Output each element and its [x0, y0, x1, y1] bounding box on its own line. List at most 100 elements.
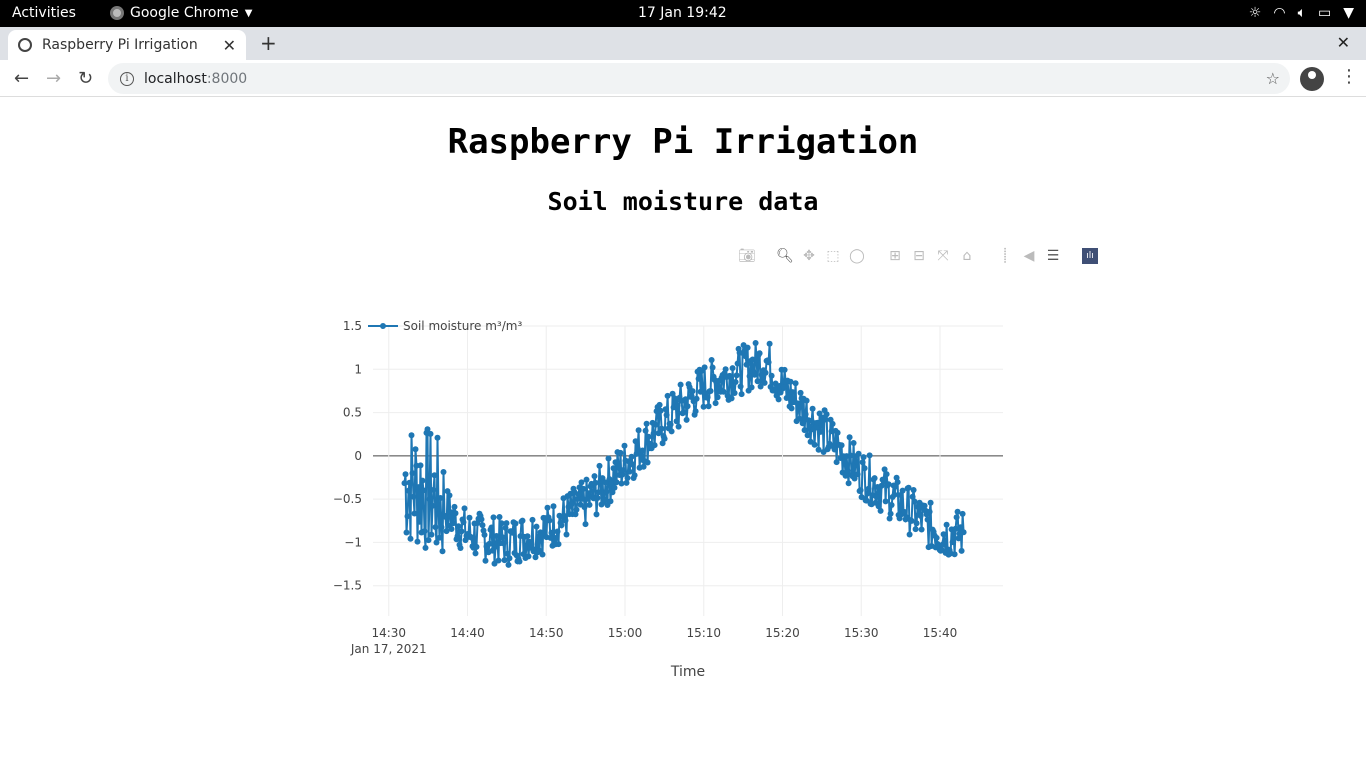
- data-point[interactable]: [645, 433, 652, 440]
- data-point[interactable]: [753, 356, 760, 363]
- data-point[interactable]: [714, 394, 721, 401]
- data-point[interactable]: [662, 406, 669, 413]
- data-point[interactable]: [796, 415, 803, 422]
- data-point[interactable]: [404, 513, 411, 520]
- info-icon[interactable]: i: [120, 71, 134, 86]
- data-point[interactable]: [539, 551, 546, 558]
- data-point[interactable]: [669, 390, 676, 397]
- data-point[interactable]: [439, 548, 446, 555]
- data-point[interactable]: [495, 557, 502, 564]
- data-point[interactable]: [455, 523, 462, 530]
- data-point[interactable]: [574, 496, 581, 502]
- data-point[interactable]: [704, 394, 711, 401]
- data-point[interactable]: [871, 475, 878, 482]
- data-point[interactable]: [910, 487, 917, 493]
- data-point[interactable]: [420, 487, 427, 494]
- data-point[interactable]: [775, 396, 782, 403]
- data-point[interactable]: [688, 393, 695, 399]
- data-point[interactable]: [594, 495, 601, 501]
- data-point[interactable]: [623, 479, 630, 486]
- data-point[interactable]: [501, 557, 508, 564]
- activities-button[interactable]: Activities: [12, 5, 76, 21]
- data-point[interactable]: [415, 484, 422, 491]
- data-point[interactable]: [432, 524, 439, 531]
- data-point[interactable]: [855, 450, 862, 457]
- data-point[interactable]: [601, 496, 608, 503]
- data-point[interactable]: [457, 545, 464, 551]
- data-point[interactable]: [490, 514, 497, 521]
- plotly-logo-icon[interactable]: ılı: [1082, 248, 1098, 264]
- data-point[interactable]: [789, 389, 796, 396]
- data-point[interactable]: [639, 447, 646, 454]
- data-point[interactable]: [558, 522, 565, 529]
- data-point[interactable]: [888, 502, 895, 508]
- data-point[interactable]: [410, 493, 417, 500]
- zoom-icon[interactable]: 🔍︎: [776, 248, 794, 264]
- lasso-select-icon[interactable]: ◯: [849, 248, 865, 264]
- data-point[interactable]: [434, 434, 441, 441]
- data-point[interactable]: [611, 484, 618, 491]
- data-point[interactable]: [877, 507, 884, 514]
- camera-icon[interactable]: 📷︎: [738, 248, 756, 264]
- data-point[interactable]: [794, 400, 801, 407]
- data-point[interactable]: [674, 402, 681, 409]
- data-point[interactable]: [675, 423, 682, 430]
- data-point[interactable]: [941, 538, 948, 545]
- data-point[interactable]: [707, 388, 714, 394]
- data-point[interactable]: [804, 432, 811, 439]
- data-point[interactable]: [424, 426, 431, 433]
- data-point[interactable]: [421, 528, 428, 535]
- data-point[interactable]: [512, 520, 519, 527]
- data-point[interactable]: [680, 409, 687, 416]
- system-tray[interactable]: ☼ ◠ 🔈︎ ▭ ▼: [1249, 4, 1354, 22]
- data-point[interactable]: [451, 503, 458, 510]
- data-point[interactable]: [519, 517, 526, 524]
- data-point[interactable]: [700, 403, 707, 410]
- data-point[interactable]: [873, 493, 880, 500]
- data-point[interactable]: [599, 475, 606, 482]
- data-point[interactable]: [683, 416, 690, 423]
- data-point[interactable]: [402, 471, 409, 478]
- data-point[interactable]: [766, 340, 773, 347]
- data-point[interactable]: [496, 514, 503, 520]
- data-point[interactable]: [452, 510, 459, 517]
- data-point[interactable]: [788, 405, 795, 412]
- data-point[interactable]: [901, 509, 908, 515]
- new-tab-button[interactable]: +: [260, 31, 277, 55]
- data-point[interactable]: [823, 411, 830, 418]
- data-point[interactable]: [831, 446, 838, 453]
- data-point[interactable]: [846, 434, 853, 441]
- data-point[interactable]: [733, 372, 740, 379]
- data-point[interactable]: [744, 344, 751, 351]
- data-point[interactable]: [618, 480, 625, 487]
- series-layer[interactable]: [401, 340, 967, 568]
- data-point[interactable]: [926, 508, 933, 515]
- data-point[interactable]: [751, 371, 758, 378]
- data-point[interactable]: [661, 435, 668, 442]
- data-point[interactable]: [815, 446, 822, 453]
- data-point[interactable]: [720, 388, 727, 395]
- back-arrow-icon[interactable]: ←: [14, 68, 30, 89]
- data-point[interactable]: [722, 366, 729, 373]
- data-point[interactable]: [442, 513, 449, 520]
- data-point[interactable]: [841, 457, 848, 464]
- spike-lines-icon[interactable]: ⸽: [1003, 248, 1007, 264]
- data-point[interactable]: [468, 534, 475, 541]
- data-point[interactable]: [486, 540, 493, 547]
- data-point[interactable]: [524, 533, 531, 540]
- data-point[interactable]: [860, 454, 867, 461]
- browser-tab[interactable]: Raspberry Pi Irrigation ✕: [8, 30, 246, 60]
- data-point[interactable]: [608, 480, 615, 487]
- data-point[interactable]: [768, 372, 775, 379]
- data-point[interactable]: [628, 453, 635, 460]
- bookmark-star-icon[interactable]: ☆: [1265, 69, 1280, 88]
- data-point[interactable]: [503, 520, 510, 527]
- data-point[interactable]: [655, 430, 662, 437]
- data-point[interactable]: [446, 492, 453, 499]
- data-point[interactable]: [802, 411, 809, 418]
- data-point[interactable]: [668, 428, 675, 435]
- data-point[interactable]: [405, 487, 412, 494]
- data-point[interactable]: [582, 521, 589, 528]
- data-point[interactable]: [602, 479, 609, 486]
- data-point[interactable]: [593, 511, 600, 518]
